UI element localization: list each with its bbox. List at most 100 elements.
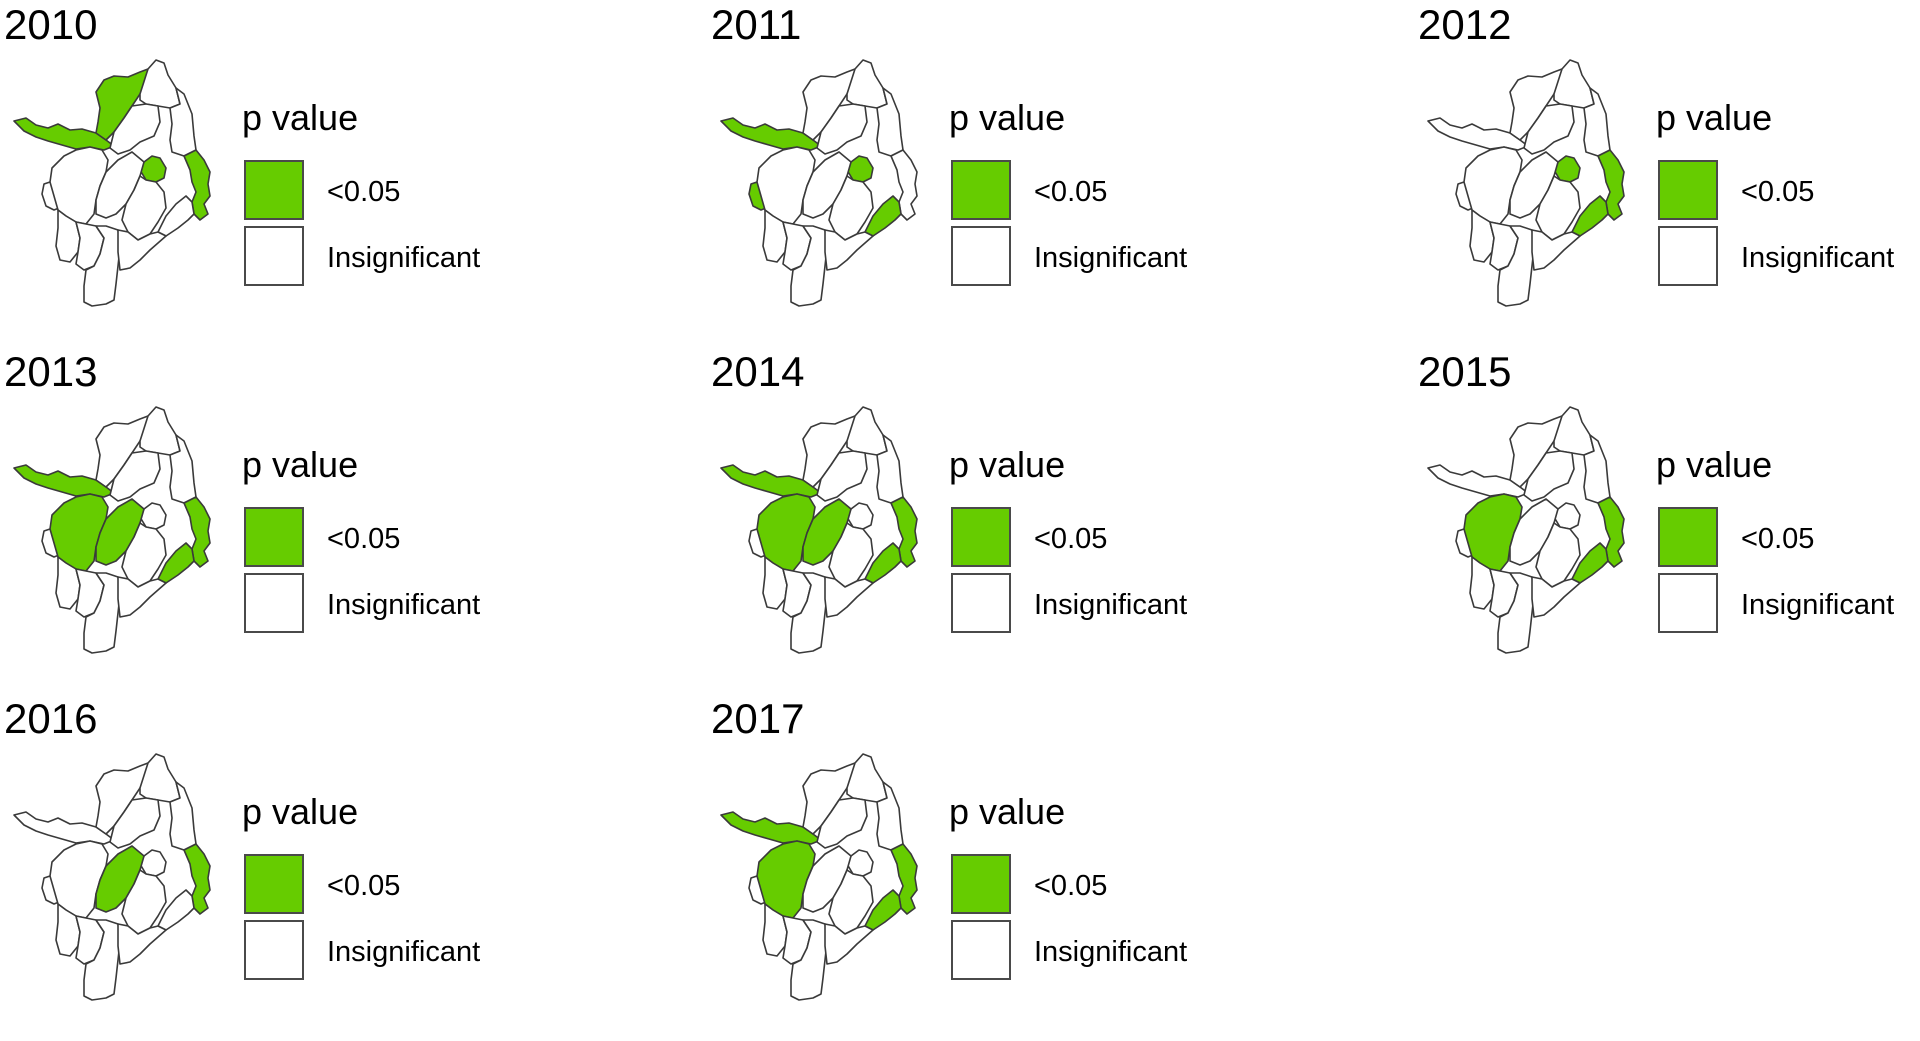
district-nw-strip <box>1427 464 1529 498</box>
district-ne <box>876 781 904 851</box>
map-panel-2010: 2010 p value <0.05 Insignificant <box>0 0 640 347</box>
district-map <box>13 753 211 1001</box>
district-c-east-small <box>1553 502 1581 530</box>
legend-swatch-insignificant <box>951 573 1011 633</box>
district-e-coastal <box>183 149 211 221</box>
district-c-mid <box>1523 103 1575 155</box>
district-nw-strip <box>1427 117 1529 151</box>
legend-label-significant: <0.05 <box>327 176 401 208</box>
district-ne <box>1583 434 1611 504</box>
legend-title: p value <box>949 444 1066 485</box>
district-nw-strip <box>13 117 115 151</box>
district-se-strip <box>864 195 902 237</box>
legend-swatch-insignificant <box>1658 226 1718 286</box>
year-title: 2014 <box>711 348 805 395</box>
district-c-mid <box>109 103 161 155</box>
district-nw-strip <box>720 464 822 498</box>
district-sw-1 <box>55 903 81 957</box>
district-c-east-small <box>846 502 874 530</box>
district-n-top <box>846 406 888 456</box>
legend-label-significant: <0.05 <box>1034 870 1108 902</box>
map-panel-2016: 2016 p value <0.05 Insignificant <box>0 694 640 1041</box>
district-nw-strip <box>720 117 822 151</box>
district-sw-1 <box>1469 209 1495 263</box>
district-map <box>1427 406 1625 654</box>
district-ne <box>876 87 904 157</box>
district-c-east-small <box>846 155 874 183</box>
legend-label-insignificant: Insignificant <box>1741 242 1895 274</box>
legend-label-insignificant: Insignificant <box>1034 589 1188 621</box>
legend-title: p value <box>1656 444 1773 485</box>
legend-label-insignificant: Insignificant <box>327 936 481 968</box>
legend-title: p value <box>1656 97 1773 138</box>
district-nw-strip <box>13 464 115 498</box>
district-c-lower <box>117 576 167 618</box>
legend-label-significant: <0.05 <box>1034 176 1108 208</box>
year-title: 2011 <box>711 1 802 48</box>
district-c-east-small <box>1553 155 1581 183</box>
legend-swatch-insignificant <box>951 920 1011 980</box>
district-se-strip <box>1571 195 1609 237</box>
district-nw-strip <box>13 811 115 845</box>
legend-label-insignificant: Insignificant <box>1034 936 1188 968</box>
district-c-lower <box>117 923 167 965</box>
district-n-top <box>139 753 181 803</box>
legend-label-significant: <0.05 <box>1034 523 1108 555</box>
district-ne <box>169 87 197 157</box>
district-n-top <box>1553 59 1595 109</box>
legend-title: p value <box>949 791 1066 832</box>
district-se-strip <box>157 889 195 931</box>
district-e-coastal <box>1597 496 1625 568</box>
legend-label-significant: <0.05 <box>1741 523 1815 555</box>
district-c-mid <box>109 450 161 502</box>
map-panel-2011: 2011 p value <0.05 Insignificant <box>707 0 1347 347</box>
district-e-coastal <box>1597 149 1625 221</box>
year-title: 2013 <box>4 348 98 395</box>
district-c-lower <box>1531 576 1581 618</box>
district-e-coastal <box>183 496 211 568</box>
map-panel-2017: 2017 p value <0.05 Insignificant <box>707 694 1347 1041</box>
district-sw-1 <box>55 556 81 610</box>
map-panel-2013: 2013 p value <0.05 Insignificant <box>0 347 640 694</box>
district-c-mid <box>1523 450 1575 502</box>
district-c-east-small <box>139 155 167 183</box>
district-sw-1 <box>762 209 788 263</box>
district-c-lower <box>824 229 874 271</box>
district-ne <box>876 434 904 504</box>
district-map <box>13 406 211 654</box>
legend-title: p value <box>242 791 359 832</box>
district-c-lower <box>117 229 167 271</box>
district-se-strip <box>1571 542 1609 584</box>
district-map <box>720 406 918 654</box>
year-title: 2017 <box>711 695 805 742</box>
legend-label-insignificant: Insignificant <box>1741 589 1895 621</box>
year-title: 2010 <box>4 1 98 48</box>
legend-swatch-significant <box>244 507 304 567</box>
district-c-lower <box>824 576 874 618</box>
district-e-coastal <box>183 843 211 915</box>
district-nw-strip <box>720 811 822 845</box>
legend-swatch-significant <box>244 854 304 914</box>
district-se-strip <box>157 542 195 584</box>
district-e-coastal <box>890 149 918 221</box>
district-sw-1 <box>55 209 81 263</box>
district-n-top <box>846 753 888 803</box>
map-panel-2015: 2015 p value <0.05 Insignificant <box>1414 347 1920 694</box>
legend-swatch-significant <box>951 507 1011 567</box>
district-c-mid <box>816 103 868 155</box>
district-sw-1 <box>762 556 788 610</box>
district-ne <box>169 781 197 851</box>
district-se-strip <box>864 542 902 584</box>
year-title: 2016 <box>4 695 98 742</box>
legend-swatch-insignificant <box>1658 573 1718 633</box>
legend-label-significant: <0.05 <box>1741 176 1815 208</box>
district-map <box>720 59 918 307</box>
district-e-coastal <box>890 496 918 568</box>
legend-label-significant: <0.05 <box>327 523 401 555</box>
district-se-strip <box>864 889 902 931</box>
legend-swatch-significant <box>244 160 304 220</box>
district-map <box>13 59 211 307</box>
district-c-mid <box>816 797 868 849</box>
year-title: 2012 <box>1418 1 1512 48</box>
